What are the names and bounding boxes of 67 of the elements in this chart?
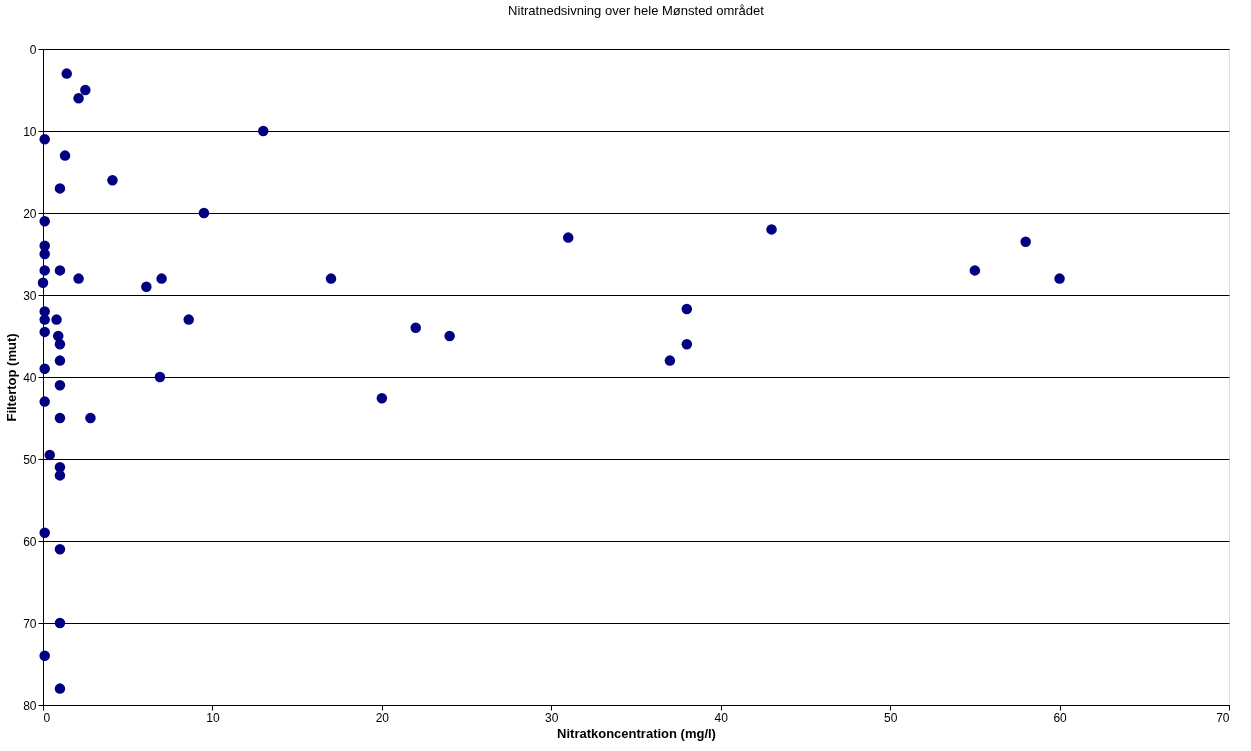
- y-tick-label: 70: [23, 616, 37, 631]
- point: [85, 412, 96, 424]
- point: [325, 273, 337, 284]
- point: [258, 125, 269, 137]
- x-tick-label: 0: [43, 710, 51, 725]
- x-tick-label: 10: [206, 710, 220, 725]
- point: [39, 314, 50, 325]
- point: [54, 338, 66, 350]
- y-tick-label: 50: [23, 452, 37, 467]
- y-tick-label: 10: [23, 124, 37, 139]
- point: [54, 379, 66, 391]
- point: [54, 470, 66, 481]
- y-tick-label: 30: [23, 288, 37, 303]
- point: [54, 412, 66, 424]
- point: [54, 355, 66, 366]
- x-tick-label: 20: [375, 710, 390, 725]
- y-axis-title: Filtertop (mut): [4, 333, 20, 422]
- point: [681, 303, 693, 315]
- point: [39, 650, 50, 662]
- point: [681, 338, 693, 350]
- point: [39, 133, 50, 145]
- point: [562, 232, 574, 243]
- point: [39, 527, 50, 539]
- point: [39, 363, 50, 375]
- point: [54, 683, 66, 694]
- x-tick-label: 50: [883, 710, 898, 725]
- point: [73, 92, 84, 104]
- point: [80, 84, 91, 96]
- point: [54, 265, 66, 276]
- y-tick-label: 0: [29, 42, 37, 57]
- point: [61, 68, 72, 79]
- x-axis-title: Nitratkoncentration (mg/l): [557, 725, 716, 741]
- y-tick-label: 80: [23, 698, 37, 713]
- point: [37, 277, 49, 288]
- point: [54, 617, 66, 629]
- y-tick-label: 40: [23, 370, 37, 385]
- point: [766, 224, 777, 235]
- point: [141, 281, 152, 293]
- point: [54, 543, 66, 555]
- point: [183, 314, 194, 325]
- point: [73, 273, 84, 284]
- point: [51, 314, 62, 325]
- chart-title: Nitratnedsivning over hele Mønsted området: [508, 3, 765, 18]
- point: [39, 265, 50, 276]
- point: [39, 326, 50, 338]
- point: [969, 265, 981, 276]
- point: [44, 449, 56, 461]
- x-tick-label: 70: [1216, 710, 1230, 725]
- x-tick-label: 40: [714, 710, 729, 725]
- point: [1054, 273, 1065, 284]
- y-tick-label: 60: [23, 534, 37, 549]
- point: [154, 371, 166, 383]
- point: [1020, 236, 1031, 247]
- point: [156, 273, 167, 284]
- point: [410, 322, 421, 334]
- point: [39, 215, 50, 227]
- x-tick-label: 30: [545, 710, 559, 725]
- point: [198, 207, 210, 219]
- x-tick-label: 60: [1053, 710, 1068, 725]
- point: [107, 174, 118, 186]
- y-tick-label: 20: [23, 206, 37, 221]
- point: [376, 393, 388, 404]
- point: [54, 183, 66, 194]
- point: [444, 330, 455, 342]
- point: [39, 396, 50, 407]
- point: [664, 355, 676, 366]
- point: [59, 150, 71, 161]
